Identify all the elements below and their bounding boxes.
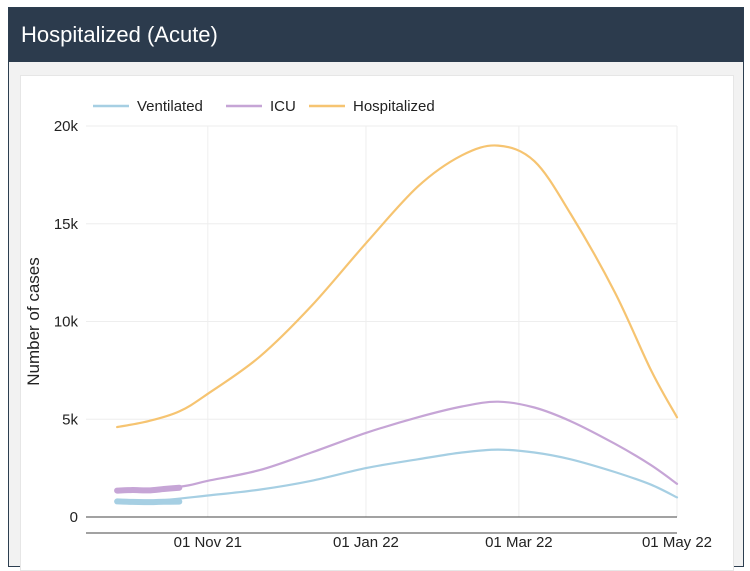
observed-band-icu [114,484,183,494]
y-tick-label: 20k [54,118,79,135]
legend-item-icu[interactable]: ICU [226,98,296,115]
legend-label-hospitalized: Hospitalized [353,98,435,115]
legend[interactable]: Ventilated ICU Hospitalized [93,98,435,115]
x-tick-label: 01 Nov 21 [174,534,242,551]
legend-label-icu: ICU [270,98,296,115]
y-tick-label: 15k [54,216,79,233]
grid-lines [86,125,678,517]
chart-panel: Hospitalized (Acute) 0 5k 10k 15k 20k 01 Nov … [8,7,744,571]
legend-item-hospitalized[interactable]: Hospitalized [309,98,435,115]
series-line-ventilated [116,448,679,503]
observed-band-ventilated [114,498,183,506]
x-tick-label: 01 Jan 22 [333,534,399,551]
series-lines [114,144,679,506]
series-line-icu [116,400,679,492]
axes: 0 5k 10k 15k 20k 01 Nov 21 01 Jan 22 01 Mar 22 0… [54,118,712,551]
series-line-hospitalized [116,144,679,429]
legend-label-ventilated: Ventilated [137,98,203,115]
y-tick-label: 10k [54,314,79,331]
x-tick-label: 01 May 22 [642,534,712,551]
panel-body: 0 5k 10k 15k 20k 01 Nov 21 01 Jan 22 01 Mar 22 0… [9,62,743,571]
y-axis-title: Number of cases [24,257,43,386]
y-tick-label: 5k [62,411,78,428]
y-tick-label: 0 [70,509,78,526]
legend-item-ventilated[interactable]: Ventilated [93,98,203,115]
x-tick-label: 01 Mar 22 [485,534,553,551]
panel-title: Hospitalized (Acute) [21,22,218,47]
line-chart: 0 5k 10k 15k 20k 01 Nov 21 01 Jan 22 01 Mar 22 0… [24,98,712,551]
chart-card: 0 5k 10k 15k 20k 01 Nov 21 01 Jan 22 01 Mar 22 0… [20,75,734,571]
panel-header: Hospitalized (Acute) [9,8,743,62]
